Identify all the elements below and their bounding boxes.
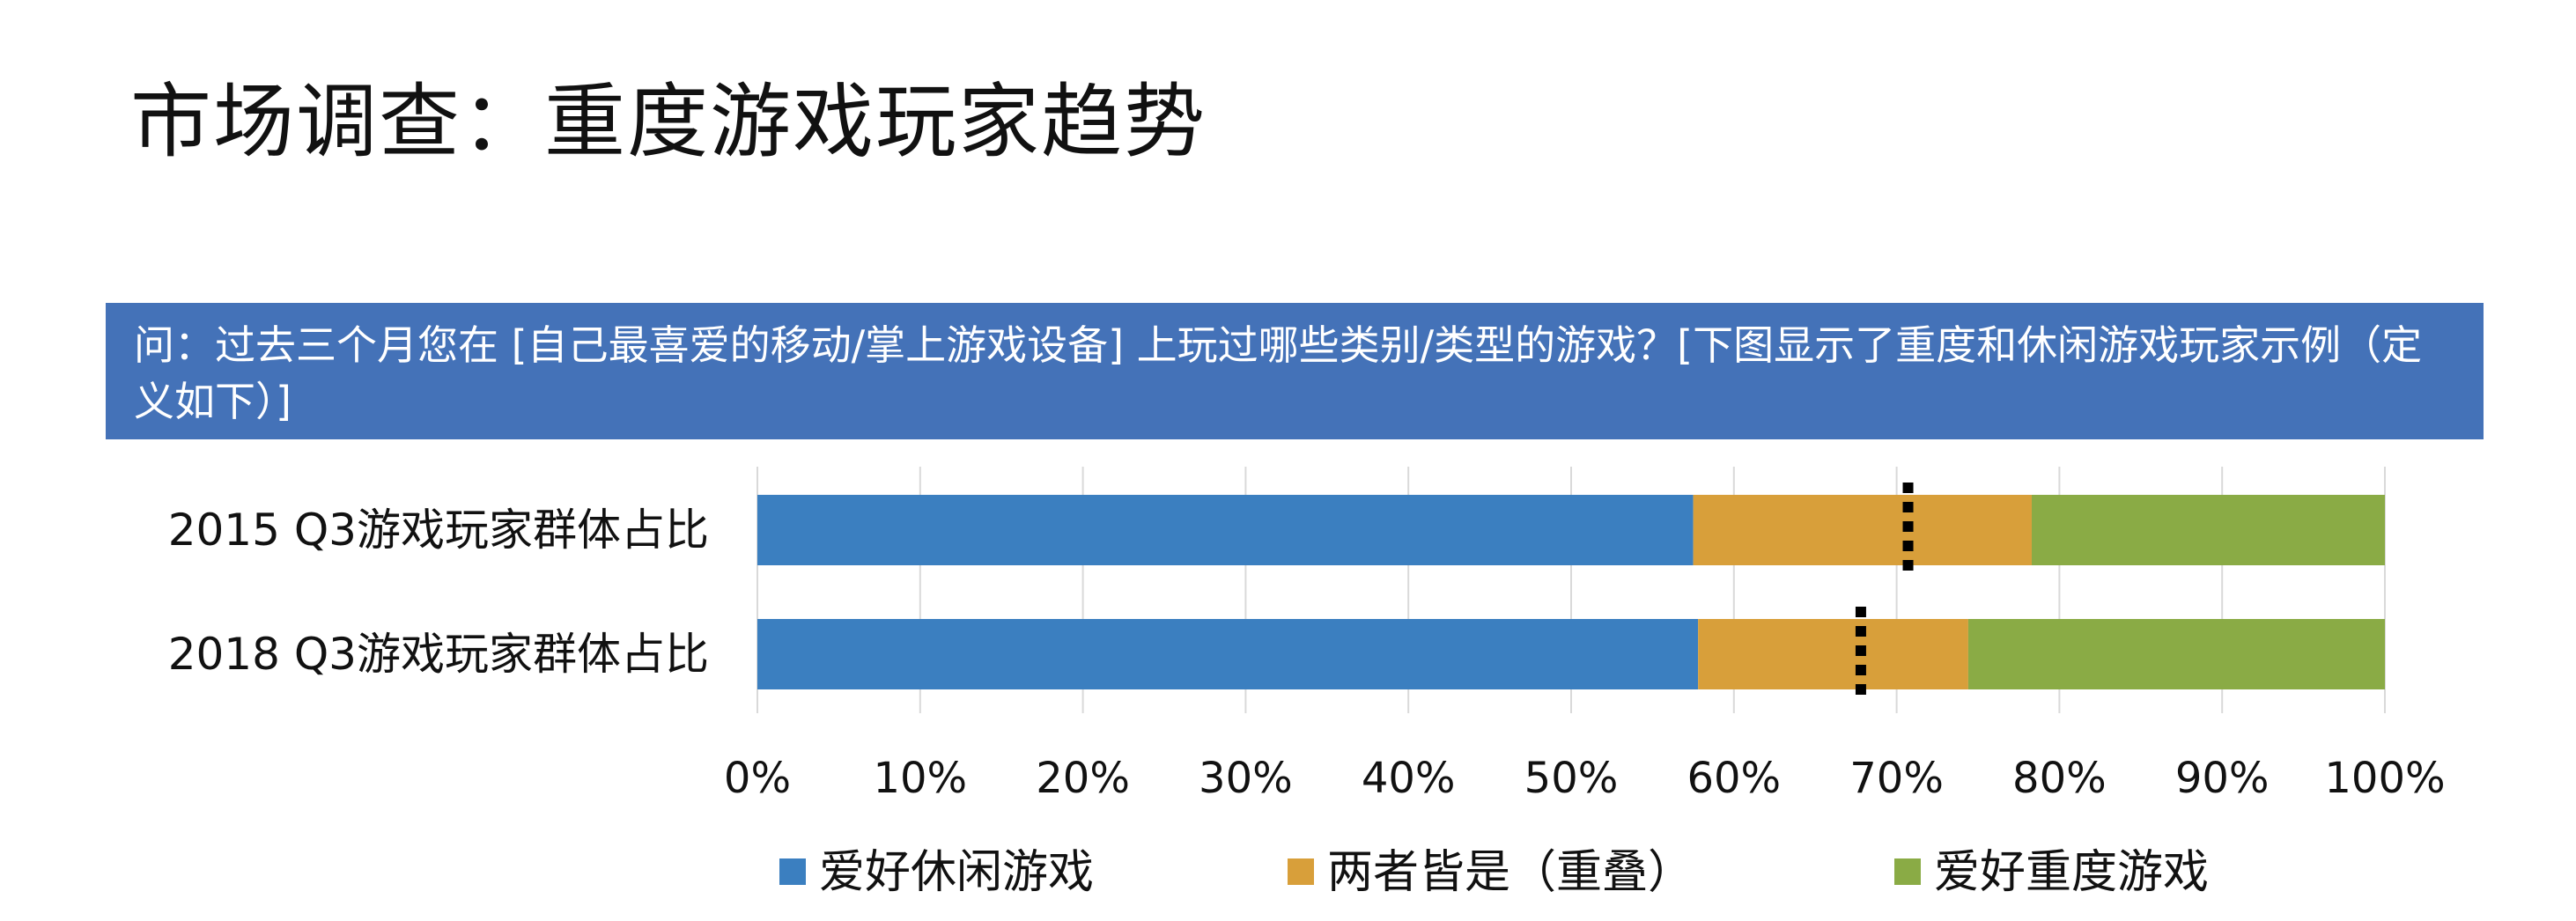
legend-swatch <box>1288 858 1314 885</box>
category-label: 2018 Q3游戏玩家群体占比 <box>168 629 709 680</box>
legend-swatch <box>779 858 806 885</box>
question-banner: 问：过去三个月您在 [自己最喜爱的移动/掌上游戏设备] 上玩过哪些类别/类型的游… <box>106 303 2484 439</box>
bar-segment <box>757 495 1694 565</box>
x-tick-label: 30% <box>1199 754 1293 803</box>
bar-segment <box>1967 619 2385 689</box>
x-tick-label: 40% <box>1362 754 1456 803</box>
category-label: 2015 Q3游戏玩家群体占比 <box>168 505 709 556</box>
legend-label: 两者皆是（重叠） <box>1327 846 1694 899</box>
legend-label: 爱好重度游戏 <box>1934 846 2209 899</box>
legend: 爱好休闲游戏 两者皆是（重叠） 爱好重度游戏 <box>779 846 2209 899</box>
x-tick-label: 90% <box>2175 754 2270 803</box>
x-tick-label: 10% <box>873 754 967 803</box>
page-title: 市场调查：重度游戏玩家趋势 <box>130 75 1207 169</box>
overlap-markers <box>1855 483 1914 702</box>
category-labels: 2015 Q3游戏玩家群体占比 2018 Q3游戏玩家群体占比 <box>168 505 709 680</box>
x-tick-label: 100% <box>2324 754 2445 803</box>
x-tick-labels: 0% 10% 20% 30% 40% 50% 60% 70% 80% 90% 100% <box>724 754 2446 803</box>
question-text: 问：过去三个月您在 [自己最喜爱的移动/掌上游戏设备] 上玩过哪些类别/类型的游… <box>134 321 2423 425</box>
x-tick-label: 20% <box>1036 754 1130 803</box>
bar-segment <box>2031 495 2385 565</box>
x-tick-label: 0% <box>724 754 791 803</box>
legend-label: 爱好休闲游戏 <box>819 846 1094 899</box>
bar-segment <box>1693 495 2032 565</box>
x-tick-label: 80% <box>2012 754 2107 803</box>
bar-segment <box>1698 619 1968 689</box>
x-tick-label: 50% <box>1524 754 1619 803</box>
x-tick-label: 70% <box>1849 754 1944 803</box>
bar-segment <box>757 619 1699 689</box>
bars <box>757 495 2385 689</box>
legend-swatch <box>1894 858 1921 885</box>
x-tick-label: 60% <box>1687 754 1781 803</box>
